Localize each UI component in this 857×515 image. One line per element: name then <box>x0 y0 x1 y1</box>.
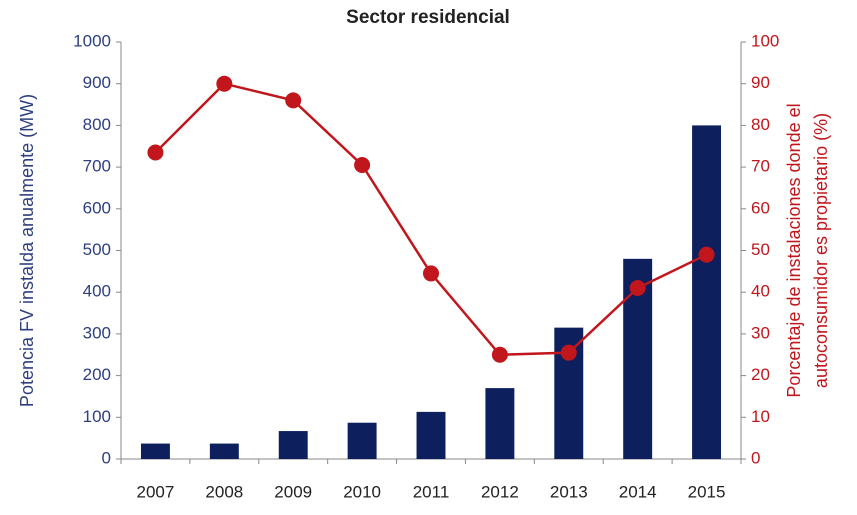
y2-tick-label: 20 <box>751 365 770 384</box>
y2-axis-label: Porcentaje de instalaciones donde el <box>784 103 804 397</box>
x-tick-label: 2007 <box>137 482 175 501</box>
line-marker <box>354 157 371 174</box>
line-marker <box>698 246 715 263</box>
y2-axis-label: autoconsumidor es propietario (%) <box>811 113 831 388</box>
line-marker <box>285 92 302 109</box>
x-tick-label: 2012 <box>481 482 519 501</box>
y-tick-label: 800 <box>83 115 111 134</box>
x-tick-label: 2010 <box>343 482 381 501</box>
y-tick-label: 500 <box>83 240 111 259</box>
y-axis-label: Potencia FV instalda anualmente (MW) <box>17 94 37 407</box>
y-tick-label: 900 <box>83 73 111 92</box>
y-tick-label: 400 <box>83 282 111 301</box>
y2-tick-label: 10 <box>751 407 770 426</box>
line-marker <box>629 280 646 297</box>
line-marker <box>560 344 577 361</box>
y2-tick-label: 60 <box>751 198 770 217</box>
chart-title: Sector residencial <box>346 7 510 28</box>
y2-tick-label: 80 <box>751 115 770 134</box>
x-tick-label: 2015 <box>688 482 726 501</box>
y-tick-label: 600 <box>83 198 111 217</box>
y2-tick-label: 70 <box>751 157 770 176</box>
bar <box>278 431 308 459</box>
x-tick-label: 2008 <box>205 482 243 501</box>
x-tick-label: 2009 <box>274 482 312 501</box>
y2-tick-label: 50 <box>751 240 770 259</box>
bar <box>692 125 722 460</box>
line-marker <box>216 75 233 92</box>
bar <box>347 422 377 459</box>
x-tick-label: 2011 <box>413 482 450 501</box>
y-tick-label: 0 <box>102 448 111 467</box>
y-tick-label: 100 <box>83 407 111 426</box>
y-tick-label: 200 <box>83 365 111 384</box>
y2-tick-label: 100 <box>751 31 779 50</box>
y-tick-label: 700 <box>83 157 111 176</box>
y2-tick-label: 30 <box>751 323 770 342</box>
bar <box>209 443 239 459</box>
line-marker <box>423 265 439 282</box>
y-tick-label: 300 <box>83 323 111 342</box>
line-marker <box>147 144 164 161</box>
y2-tick-label: 40 <box>751 282 770 301</box>
x-tick-label: 2013 <box>550 482 588 501</box>
bar <box>140 443 170 459</box>
y2-tick-label: 0 <box>751 448 760 467</box>
line-marker <box>491 346 508 363</box>
bar <box>485 388 515 459</box>
bar <box>416 411 446 459</box>
y-tick-label: 1000 <box>73 31 111 50</box>
x-tick-label: 2014 <box>619 482 657 501</box>
y2-tick-label: 90 <box>751 73 770 92</box>
